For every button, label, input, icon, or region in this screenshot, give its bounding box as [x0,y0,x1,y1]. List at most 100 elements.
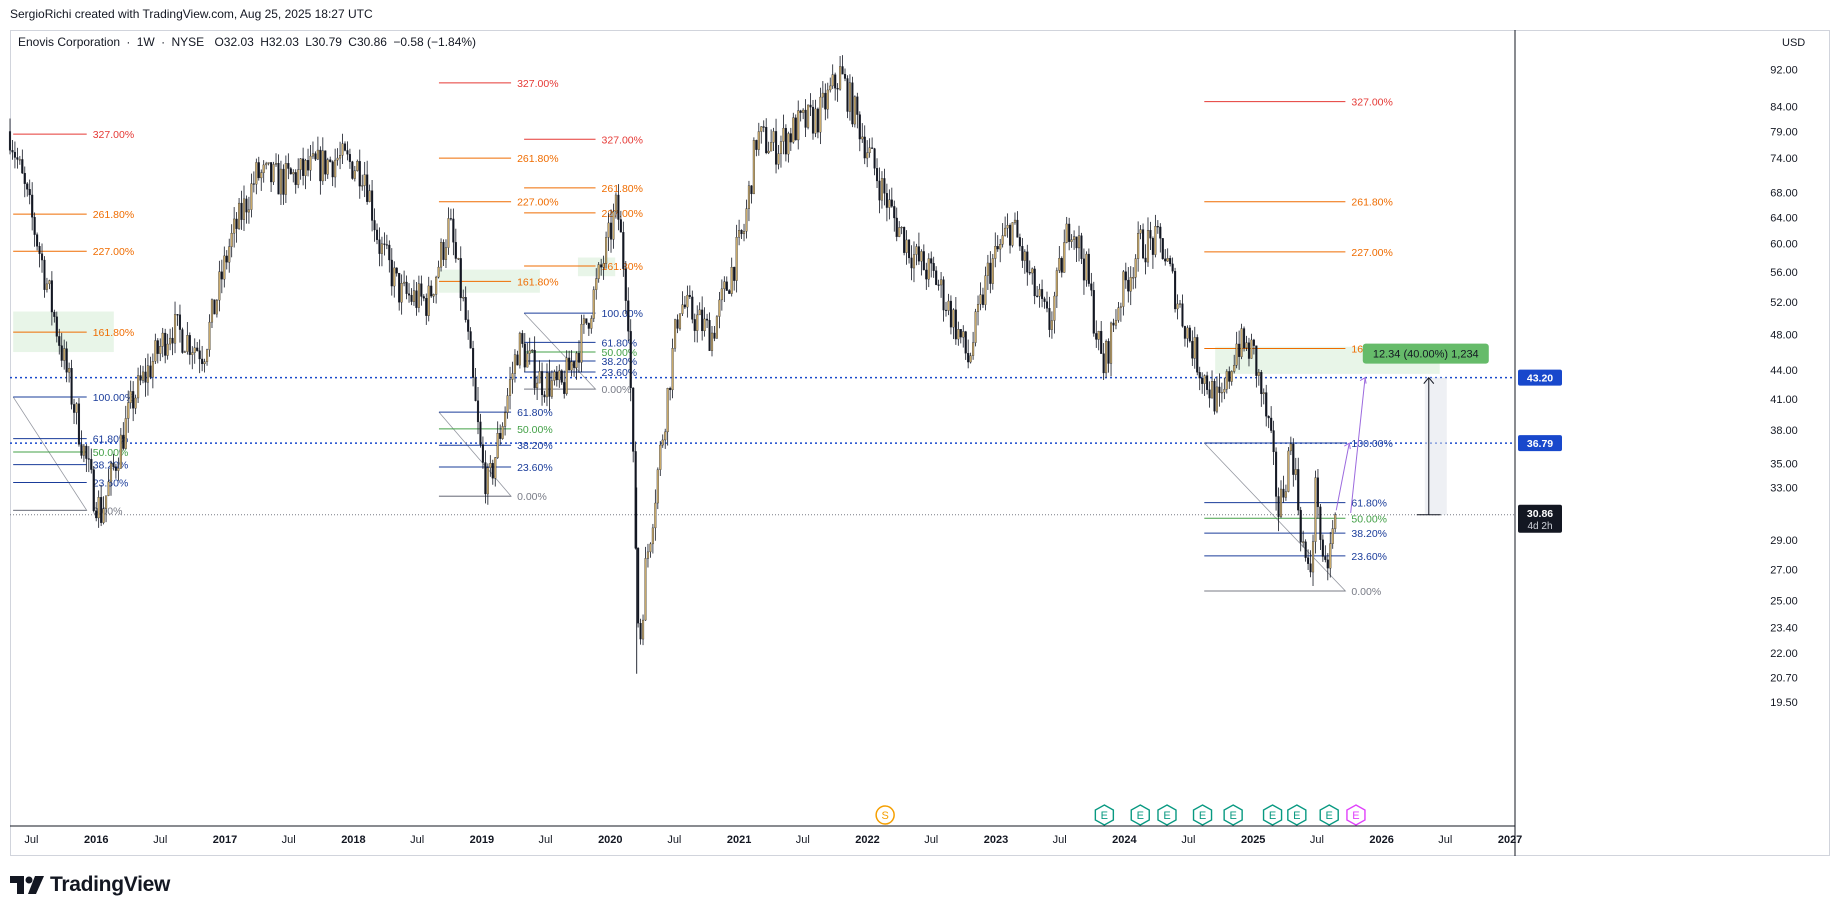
price-tick-label: 84.00 [1770,101,1798,113]
candle-body [1220,392,1223,394]
candle [178,304,182,343]
earnings-event-icon[interactable]: E [1262,804,1283,826]
candle [72,398,76,425]
fib-trend-line [1203,442,1347,592]
candle [568,350,571,371]
candle-body [75,403,78,413]
candle [417,275,420,313]
candle-body [536,382,539,389]
currency-label[interactable]: USD [1782,37,1806,49]
price-tick-label: 44.00 [1770,365,1798,377]
candle-body [393,267,396,287]
candle [50,271,53,326]
earnings-event-icon[interactable]: E [1223,804,1243,826]
candle-body [706,318,709,321]
fib-extension-3: 327.00%261.80%227.00%161.80%100.00%61.80… [523,134,643,396]
candle [117,457,120,481]
candle [1026,244,1029,286]
candle [380,236,383,267]
candle [765,118,768,155]
candle-body [449,218,452,220]
dividend-event-icon[interactable]: S [875,805,895,825]
candle [223,246,226,288]
candle-body [176,314,179,316]
candle [1275,447,1278,511]
candle [1220,382,1223,403]
earnings-event-icon[interactable]: E [1130,804,1150,826]
candle-body [58,336,61,346]
candle [981,287,985,308]
earnings-event-icon[interactable]: E [1319,804,1339,826]
earnings-event-icon[interactable]: E [1346,804,1366,826]
candle [215,299,218,318]
candle-body [346,150,349,155]
candle [1144,244,1147,275]
time-tick-label: 2023 [984,834,1008,846]
candle [555,365,558,387]
candle [1196,334,1199,376]
event-symbol: S [881,810,888,822]
candle-body [501,426,504,439]
candle-body [905,239,908,253]
candle [252,171,255,193]
candle-body [880,178,884,201]
candle-body [373,220,376,231]
candle-body [506,395,509,413]
symbol-interval[interactable]: 1W [136,35,155,49]
earnings-event-icon[interactable]: E [1157,804,1177,826]
earnings-event-icon[interactable]: E [1287,804,1307,826]
candle [31,182,34,231]
candle [1230,370,1233,386]
symbol-legend: Enovis Corporation · 1W · NYSE O32.03 H3… [18,35,477,49]
candle [334,148,337,188]
candle [127,390,130,433]
candle-body [752,140,755,195]
candle-body [671,348,674,391]
candle-body [592,289,595,319]
candle-body [105,495,108,509]
candle [316,136,319,161]
candle-body [23,172,26,184]
candle-body [898,227,901,237]
candle-body [1262,392,1265,395]
candle-body [1109,322,1113,364]
candle [447,207,450,255]
candle [501,422,504,440]
candle-body [996,246,999,250]
candle-body [935,270,938,285]
candle-body [1117,307,1120,321]
candle [449,208,452,221]
candle-body [802,109,805,113]
candle-body [878,180,881,201]
candle [676,314,679,334]
fib-level-label: 38.20% [1351,528,1387,540]
earnings-event-icon[interactable]: E [1192,804,1213,826]
candle-body [742,231,746,235]
symbol-name[interactable]: Enovis Corporation [18,35,121,49]
candle [871,137,874,149]
candle-body [343,143,347,151]
candle [794,114,797,141]
candle [245,195,248,224]
candle-body [1142,229,1145,259]
candle-body [1073,236,1076,240]
candle-body [183,351,186,353]
tradingview-logo[interactable]: TradingView [10,872,170,898]
price-tick-label: 27.00 [1770,564,1798,576]
event-symbol: E [1229,810,1236,822]
candle-body [257,162,260,179]
candle [371,180,374,232]
candle [107,468,110,497]
candle [112,453,115,471]
candle [1255,345,1258,388]
candle-body [326,159,329,175]
candle-body [425,298,428,316]
earnings-event-icon[interactable]: E [1094,804,1115,826]
candle [548,359,551,412]
candle-body [809,104,812,108]
fib-level-label: 61.80% [517,407,553,419]
fib-level-label: 50.00% [1351,513,1387,525]
candle-body [476,400,480,423]
candle-body [762,126,765,128]
